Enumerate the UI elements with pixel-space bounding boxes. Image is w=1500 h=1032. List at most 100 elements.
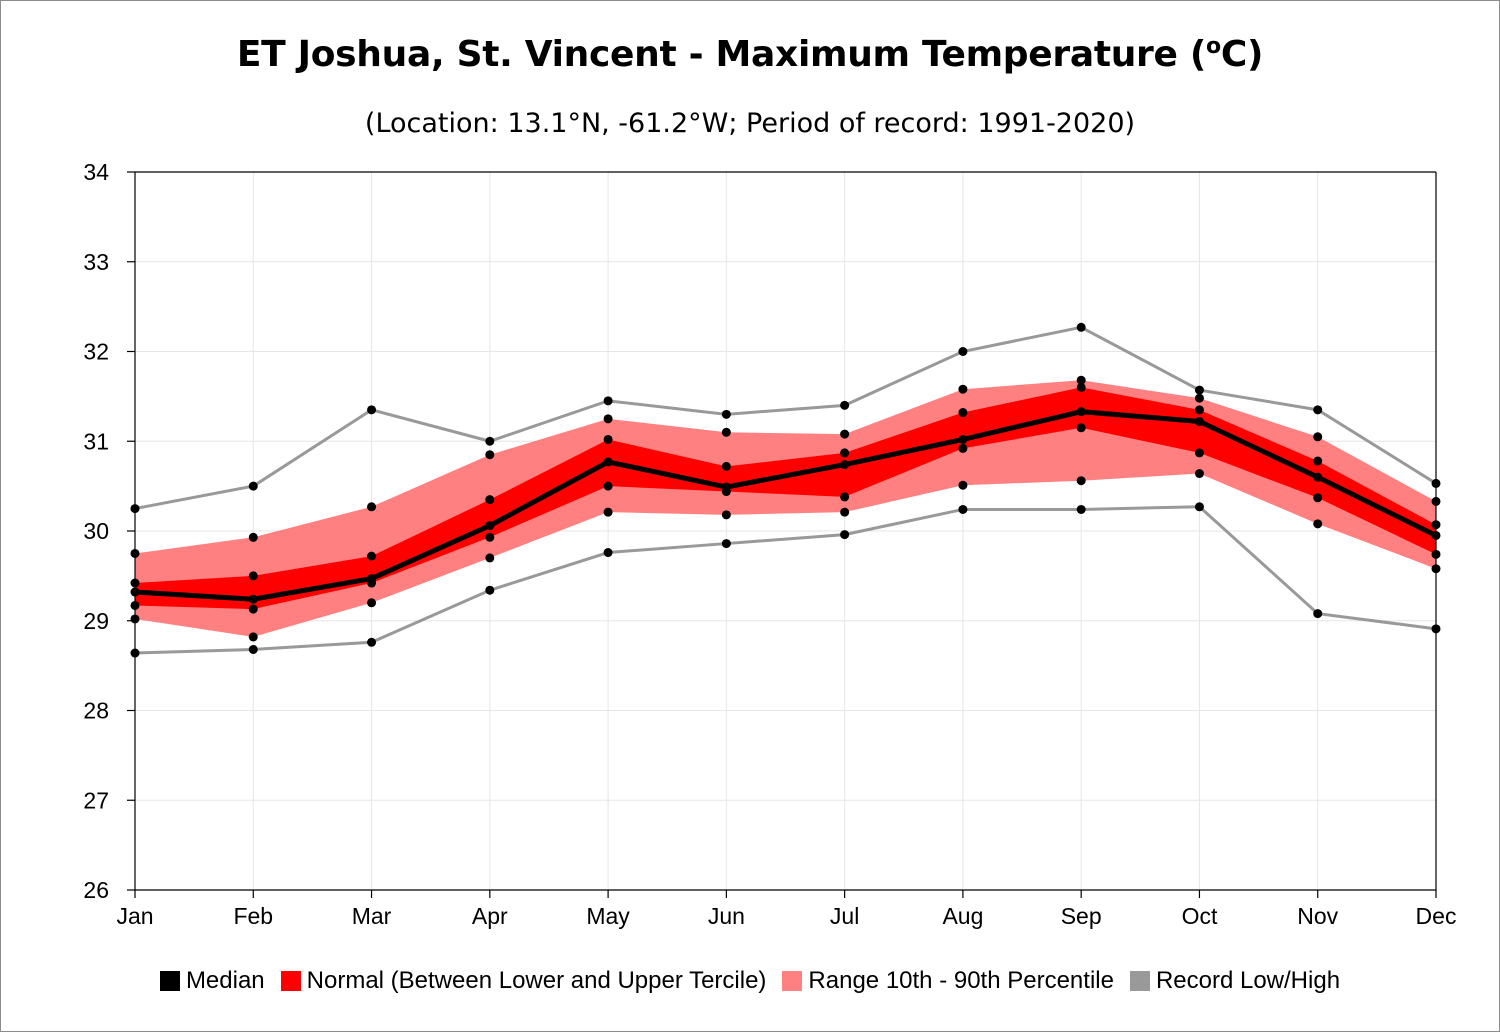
- point-median-apr: [485, 521, 495, 531]
- point-p90-sep: [1076, 375, 1086, 385]
- point-record-low-feb: [248, 644, 258, 654]
- point-p90-nov: [1313, 432, 1323, 442]
- point-lower-tercile-apr: [485, 532, 495, 542]
- point-record-low-may: [603, 548, 613, 558]
- point-median-nov: [1313, 472, 1323, 482]
- point-lower-tercile-oct: [1194, 448, 1204, 458]
- point-record-low-sep: [1076, 504, 1086, 514]
- band-percentile-range: [135, 380, 1436, 637]
- point-median-oct: [1194, 417, 1204, 427]
- point-median-jul: [840, 460, 850, 470]
- point-upper-tercile-may: [603, 434, 613, 444]
- point-record-high-oct: [1194, 385, 1204, 395]
- point-record-low-mar: [367, 637, 377, 647]
- chart-subtitle: (Location: 13.1°N, -61.2°W; Period of re…: [364, 108, 1136, 139]
- point-record-high-aug: [958, 347, 968, 356]
- point-lower-tercile-may: [603, 481, 613, 491]
- point-p10-mar: [367, 598, 377, 608]
- point-p10-feb: [248, 632, 258, 642]
- line-median: [134, 409, 1438, 602]
- bands: [135, 380, 1436, 637]
- point-p10-aug: [958, 480, 968, 490]
- legend-item-range: Range 10th - 90th Percentile: [782, 967, 1114, 995]
- legend-swatch-record: [1129, 971, 1150, 991]
- point-lower-tercile-jul: [840, 492, 850, 502]
- point-lower-tercile-sep: [1076, 423, 1086, 433]
- y-tick-label-32: 32: [83, 339, 109, 365]
- point-upper-tercile-apr: [485, 495, 495, 505]
- point-p10-jun: [721, 510, 731, 520]
- point-p10-nov: [1313, 519, 1323, 529]
- point-upper-tercile-oct: [1194, 405, 1204, 415]
- chart-title: ET Joshua, St. Vincent - Maximum Tempera…: [236, 34, 1264, 75]
- axes: [127, 171, 1437, 898]
- legend: Median Normal (Between Lower and Upper T…: [0, 967, 1500, 995]
- x-tick-label-mar: Mar: [352, 903, 392, 929]
- point-p10-jul: [840, 507, 850, 517]
- legend-swatch-range: [782, 971, 803, 991]
- point-p90-may: [603, 414, 613, 424]
- y-tick-label-29: 29: [83, 608, 109, 634]
- point-record-high-mar: [367, 405, 377, 415]
- point-median-feb: [248, 594, 258, 604]
- point-p90-jun: [721, 427, 731, 437]
- point-lower-tercile-nov: [1313, 493, 1323, 503]
- point-record-high-jul: [840, 400, 850, 410]
- point-record-high-jun: [721, 409, 731, 419]
- point-record-high-may: [603, 396, 613, 406]
- point-p90-oct: [1194, 393, 1204, 403]
- y-tick-label-30: 30: [83, 518, 109, 544]
- line-record-low: [134, 505, 1437, 655]
- y-tick-label-34: 34: [83, 159, 109, 185]
- point-p90-mar: [367, 502, 377, 512]
- line-record-high: [134, 325, 1437, 511]
- point-record-low-apr: [485, 585, 495, 595]
- y-tick-label-28: 28: [83, 698, 109, 724]
- x-tick-label-jan: Jan: [116, 903, 153, 929]
- x-tick-label-apr: Apr: [472, 903, 508, 929]
- point-p90-feb: [248, 532, 258, 542]
- point-upper-tercile-nov: [1313, 456, 1323, 466]
- point-lower-tercile-feb: [248, 604, 258, 614]
- point-upper-tercile-jun: [721, 461, 731, 471]
- point-p10-apr: [485, 553, 495, 563]
- band-tercile-normal: [135, 387, 1436, 610]
- point-upper-tercile-aug: [958, 408, 968, 418]
- x-tick-label-may: May: [586, 903, 630, 929]
- x-tick-label-dec: Dec: [1416, 903, 1457, 929]
- x-tick-label-jul: Jul: [830, 903, 859, 929]
- point-record-low-nov: [1313, 609, 1323, 619]
- legend-item-median: Median: [159, 967, 265, 995]
- x-tick-label-jun: Jun: [708, 903, 745, 929]
- legend-swatch-normal: [280, 971, 301, 991]
- point-p90-jul: [840, 429, 850, 439]
- point-lower-tercile-mar: [367, 578, 377, 588]
- point-p90-aug: [958, 384, 968, 394]
- legend-item-record: Record Low/High: [1129, 967, 1340, 995]
- x-tick-label-feb: Feb: [233, 903, 273, 929]
- point-record-high-nov: [1313, 405, 1323, 415]
- y-tick-label-31: 31: [83, 428, 109, 454]
- point-median-sep: [1076, 407, 1086, 417]
- x-tick-label-aug: Aug: [942, 903, 983, 929]
- point-lower-tercile-aug: [958, 443, 968, 453]
- point-upper-tercile-jul: [840, 448, 850, 458]
- tick-labels: 26 27 28 29 30 31 32 33 34 Jan Feb Mar Apr May Jun Jul A…: [83, 159, 1456, 929]
- x-tick-label-oct: Oct: [1182, 903, 1218, 929]
- point-upper-tercile-sep: [1076, 382, 1086, 392]
- point-record-high-apr: [485, 436, 495, 446]
- point-upper-tercile-mar: [367, 551, 377, 561]
- point-record-low-aug: [958, 504, 968, 514]
- point-record-low-jul: [840, 530, 850, 540]
- point-upper-tercile-feb: [248, 571, 258, 581]
- y-tick-label-33: 33: [83, 249, 109, 275]
- x-tick-label-nov: Nov: [1297, 903, 1338, 929]
- y-tick-label-26: 26: [83, 877, 109, 903]
- point-record-high-sep: [1076, 322, 1086, 332]
- point-record-high-feb: [248, 481, 258, 491]
- point-record-low-jun: [721, 539, 731, 549]
- y-tick-label-27: 27: [83, 787, 109, 813]
- point-record-low-oct: [1194, 502, 1204, 512]
- series-lines: [134, 325, 1438, 655]
- x-tick-label-sep: Sep: [1061, 903, 1102, 929]
